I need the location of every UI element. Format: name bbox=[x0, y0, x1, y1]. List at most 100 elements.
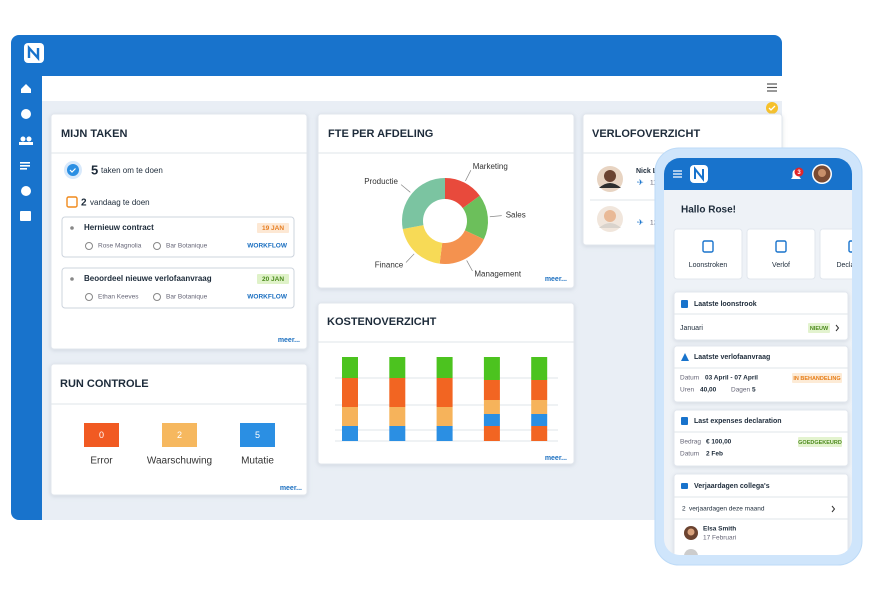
company-icon bbox=[153, 293, 161, 301]
chevrons[interactable] bbox=[831, 324, 840, 513]
slice-label: Management bbox=[474, 270, 521, 279]
field-label: Bedrag bbox=[680, 439, 701, 446]
card-icons bbox=[681, 300, 689, 489]
slice-label: Productie bbox=[364, 177, 398, 186]
sidebar-icons[interactable] bbox=[19, 84, 33, 221]
pie-slice bbox=[402, 178, 445, 230]
status-box bbox=[240, 423, 275, 447]
more-link[interactable]: meer... bbox=[545, 455, 567, 462]
leave-days: 12 bbox=[650, 220, 658, 227]
slice-label: Sales bbox=[506, 210, 526, 219]
pie-slice bbox=[402, 225, 443, 264]
todo-count: 5 bbox=[91, 162, 98, 177]
plane-icon: ✈ bbox=[637, 218, 644, 227]
status-label: Waarschuwing bbox=[147, 456, 212, 467]
person-icon bbox=[85, 242, 93, 250]
card-title: MIJN TAKEN bbox=[61, 128, 127, 140]
colleague-name: Elsa Smith bbox=[703, 526, 736, 533]
bar-segment bbox=[342, 357, 358, 378]
bullet bbox=[70, 277, 74, 281]
avatar bbox=[597, 166, 623, 192]
phone-screen: 3 Hallo Rose! Loonstroken Verlof Declarati… bbox=[664, 158, 885, 555]
more-link[interactable]: meer... bbox=[280, 485, 302, 492]
field-label: Datum bbox=[680, 451, 699, 458]
task-person: Ethan Keeves bbox=[98, 294, 139, 301]
bar-segment bbox=[436, 378, 453, 407]
shortcut-tile[interactable] bbox=[746, 228, 816, 280]
avatar[interactable] bbox=[812, 164, 832, 184]
task-date: 19 JAN bbox=[262, 225, 284, 232]
task-box[interactable] bbox=[61, 267, 295, 309]
plane-icon: ✈ bbox=[637, 178, 644, 187]
payslip-month: Januari bbox=[680, 325, 703, 332]
card-title: RUN CONTROLE bbox=[60, 378, 149, 390]
badge bbox=[794, 167, 804, 177]
bar-segment bbox=[483, 357, 500, 380]
bar-segment bbox=[483, 426, 500, 441]
shortcut-icon bbox=[848, 240, 852, 253]
leader-line bbox=[466, 260, 473, 272]
check-icon bbox=[64, 161, 82, 179]
card-title: Laatste verlofaanvraag bbox=[694, 354, 770, 361]
avatar bbox=[684, 526, 698, 555]
bullet bbox=[70, 226, 74, 230]
leader-line bbox=[400, 184, 411, 193]
task-person: Rose Magnolia bbox=[98, 243, 142, 250]
leave-date: 03 April - 07 April bbox=[705, 375, 758, 382]
card-title: FTE PER AFDELING bbox=[328, 128, 433, 140]
bar-segment bbox=[436, 357, 453, 378]
bar-segment bbox=[389, 407, 406, 426]
bar-segment bbox=[389, 378, 406, 407]
field-label: Datum bbox=[680, 375, 699, 382]
card-title: Last expenses declaration bbox=[694, 418, 782, 425]
task-box[interactable] bbox=[61, 216, 295, 258]
date-badge bbox=[257, 274, 289, 284]
shortcut-tile[interactable] bbox=[673, 228, 743, 280]
employee-name: Nick L bbox=[636, 168, 658, 175]
task-date: 20 JAN bbox=[262, 276, 284, 283]
status-count: 5 bbox=[255, 430, 260, 440]
status-label: Mutatie bbox=[241, 456, 274, 467]
more-link[interactable]: meer... bbox=[278, 337, 300, 344]
bar-segment bbox=[389, 357, 406, 378]
bar-segment bbox=[531, 400, 548, 414]
bar-segment bbox=[342, 407, 358, 426]
task-company: Bar Botanique bbox=[166, 243, 208, 250]
shortcut-label: Verlof bbox=[772, 262, 790, 269]
today-text: vandaag te doen bbox=[90, 198, 150, 207]
leader-line bbox=[405, 253, 415, 263]
shortcut-icon bbox=[775, 240, 787, 253]
calendar-icon bbox=[66, 196, 78, 208]
today-count: 2 bbox=[81, 198, 87, 209]
expense-date: 2 Feb bbox=[706, 451, 723, 458]
shortcut-icon bbox=[702, 240, 714, 253]
task-tag: WORKFLOW bbox=[247, 294, 288, 301]
slice-label: Marketing bbox=[473, 162, 508, 171]
colleague-date: 17 Februari bbox=[703, 535, 736, 542]
slice-label: Finance bbox=[375, 261, 404, 270]
shortcut-label: Loonstroken bbox=[689, 262, 728, 269]
bar-segment bbox=[531, 426, 548, 441]
person-icon bbox=[85, 293, 93, 301]
logo bbox=[24, 43, 44, 63]
bar-segment bbox=[531, 414, 548, 426]
leave-days: 11 bbox=[650, 180, 657, 187]
leader-line bbox=[465, 170, 472, 182]
birthday-text: verjaardagen deze maand bbox=[689, 506, 765, 513]
card-title: Laatste loonstrook bbox=[694, 301, 757, 308]
field-label: Uren bbox=[680, 387, 694, 394]
bar-segment bbox=[483, 400, 500, 414]
status-badge: NIEUW bbox=[810, 326, 829, 332]
menu-icon[interactable] bbox=[767, 83, 777, 92]
bar-segment bbox=[342, 426, 358, 441]
card-title: Verjaardagen collega's bbox=[694, 483, 770, 490]
task-title: Beoordeel nieuwe verlofaanvraag bbox=[84, 274, 212, 283]
status-label: Error bbox=[90, 456, 113, 467]
more-link[interactable]: meer... bbox=[545, 276, 567, 283]
bar-segment bbox=[342, 378, 358, 407]
shortcut-tile[interactable] bbox=[819, 228, 885, 280]
bar-segment bbox=[436, 426, 453, 441]
menu-icon[interactable] bbox=[673, 170, 682, 178]
